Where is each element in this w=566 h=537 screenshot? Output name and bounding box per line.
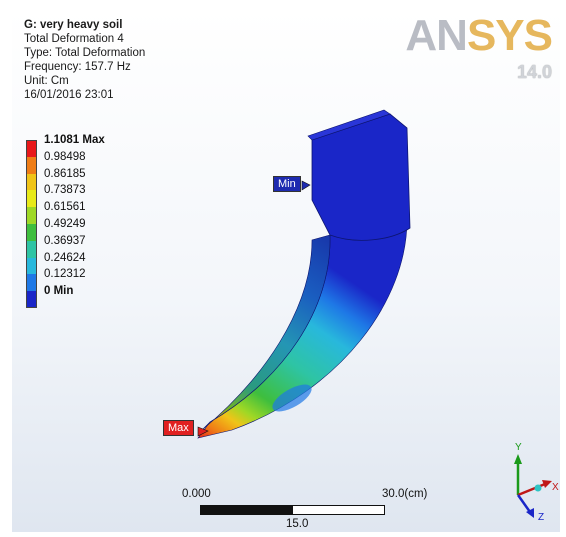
info-line: Frequency: 157.7 Hz xyxy=(24,61,131,73)
legend-label: 0.61561 xyxy=(44,201,86,214)
result-info-panel: G: very heavy soil Total Deformation 4 T… xyxy=(24,18,145,102)
legend-label: 0.12312 xyxy=(44,268,86,281)
ansys-logo: ANSYS 14.0 xyxy=(405,11,553,83)
model-contour-spot xyxy=(272,384,312,412)
legend-swatch xyxy=(26,223,37,241)
max-probe-label[interactable]: Max xyxy=(163,420,194,436)
min-marker-pointer xyxy=(301,180,311,191)
scale-ruler: 0.000 30.0(cm) 15.0 xyxy=(182,488,462,532)
version-label: 14.0 xyxy=(516,62,552,82)
logo-wordmark: ANSYS xyxy=(405,11,553,60)
legend-label: 0.49249 xyxy=(44,217,86,230)
legend-swatch xyxy=(26,190,37,208)
legend-swatch xyxy=(26,207,37,224)
legend-swatch xyxy=(26,240,37,258)
legend-label: 0.73873 xyxy=(44,184,86,197)
legend-swatch xyxy=(26,156,37,174)
result-title: G: very heavy soil xyxy=(24,19,123,31)
z-axis-arrow xyxy=(516,494,532,513)
legend-label: 0.24624 xyxy=(44,251,86,264)
legend-swatch xyxy=(26,274,37,292)
info-line: Type: Total Deformation xyxy=(24,47,146,59)
model-top-block xyxy=(311,113,411,241)
max-marker-pointer xyxy=(197,426,209,437)
info-line: 16/01/2016 23:01 xyxy=(24,89,114,101)
deformation-model xyxy=(197,109,411,439)
legend-swatch xyxy=(26,257,37,275)
scale-start-label: 0.000 xyxy=(182,488,211,500)
x-axis-label: X xyxy=(552,482,559,493)
legend-label: 1.1081 Max xyxy=(44,134,105,146)
legend-label: 0.36937 xyxy=(44,234,86,247)
legend-swatch xyxy=(26,291,37,308)
z-axis-label: Z xyxy=(538,512,544,520)
model-top-edge xyxy=(307,109,391,141)
info-line: Unit: Cm xyxy=(24,75,69,87)
min-probe-label[interactable]: Min xyxy=(273,176,301,192)
legend-label: 0.98498 xyxy=(44,150,86,163)
y-axis-label: Y xyxy=(515,442,522,453)
triad-iso-ball xyxy=(534,484,542,492)
legend-label: 0 Min xyxy=(44,285,74,298)
axis-triad[interactable]: Y X Z xyxy=(490,440,560,520)
scale-end-label: 30.0(cm) xyxy=(382,488,428,500)
legend-label: 0.86185 xyxy=(44,167,86,180)
scale-bar xyxy=(200,505,385,515)
info-line: Total Deformation 4 xyxy=(24,33,124,45)
legend-swatch xyxy=(26,140,37,157)
scale-mid-label: 15.0 xyxy=(286,518,309,530)
legend-swatch xyxy=(26,173,37,191)
graphics-viewport[interactable]: G: very heavy soil Total Deformation 4 T… xyxy=(12,10,560,532)
